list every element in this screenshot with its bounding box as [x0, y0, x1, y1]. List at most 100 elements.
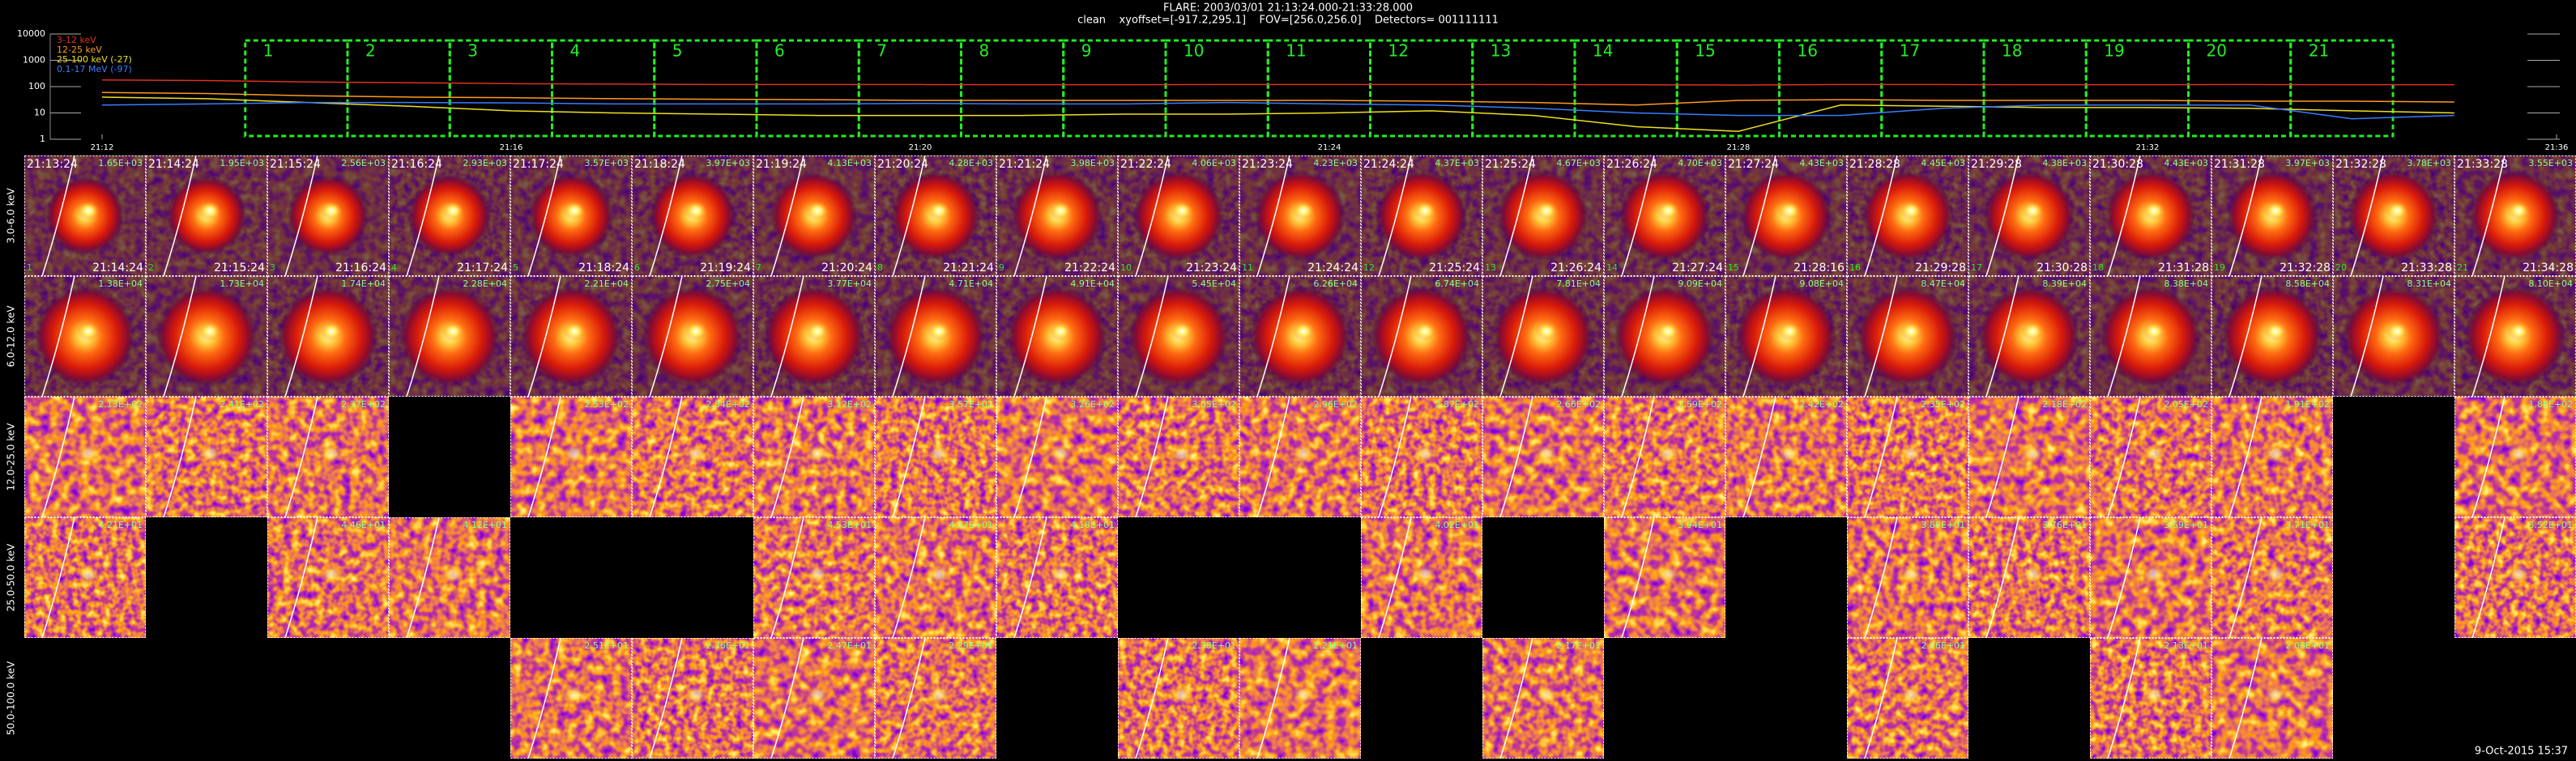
image-cell: 3.76E+01 [1968, 517, 2090, 639]
source-core [2021, 321, 2044, 342]
source-core [1414, 444, 1436, 464]
solar-limb [284, 155, 318, 277]
cell-border [510, 397, 632, 517]
interval-label: 11 [1286, 41, 1306, 61]
column-index: 11 [1242, 262, 1253, 273]
image-cell: 3.71E+01 [2211, 517, 2333, 639]
end-time: 21:20:24 [821, 261, 872, 274]
end-time: 21:14:24 [92, 261, 143, 274]
cell-border [2211, 638, 2333, 759]
cell-border [1361, 397, 1482, 517]
solar-limb [1256, 275, 1290, 398]
solar-limb [2107, 517, 2141, 639]
interval-box [1778, 39, 1883, 138]
image-cell: 8.10E+04 [2454, 275, 2576, 398]
image-cell: 3.05E+02 [1118, 396, 1239, 518]
cell-border [146, 276, 267, 397]
cell-border [510, 638, 632, 759]
cell-border [875, 155, 996, 276]
cell-value: 4.71E+04 [949, 278, 993, 289]
solar-limb [1621, 517, 1655, 639]
column-index: 19 [2214, 262, 2225, 273]
image-cell: 2.29E+01 [875, 637, 996, 759]
image-cell: 2.18E+02 [1968, 396, 2090, 518]
legend-entry: 0.1-17 MeV (-97) [57, 64, 132, 74]
cell-border [2211, 517, 2333, 638]
cell-border [1847, 276, 1968, 397]
cell-border [1968, 517, 2090, 638]
end-time: 21:21:24 [943, 261, 994, 274]
cell-border [2090, 638, 2211, 759]
cell-value: 2.28E+04 [463, 278, 507, 289]
y-tick-label: 1000 [23, 55, 45, 66]
interval-label: 19 [2104, 41, 2124, 61]
end-time: 21:29:28 [1915, 261, 1966, 274]
image-cell: 2.84E+02 [632, 396, 753, 518]
cell-value: 2.18E+02 [2042, 399, 2087, 410]
cell-border [1725, 155, 1847, 276]
cell-value: 4.13E+03 [827, 158, 872, 168]
source-core [806, 201, 829, 221]
x-tick-label: 21:28 [1727, 143, 1751, 152]
source-core [1049, 564, 1072, 585]
cell-border [389, 517, 510, 638]
cell-border [24, 517, 146, 638]
interval-box [2289, 39, 2395, 138]
end-time: 21:27:24 [1672, 261, 1723, 274]
source-core [2386, 321, 2408, 342]
y-tick-label: 10000 [17, 28, 45, 39]
cell-border [1118, 276, 1239, 397]
solar-limb [1864, 396, 1898, 518]
source-core [77, 321, 100, 342]
image-cell: 2.75E+04 [632, 275, 753, 398]
energy-band-label: 6.0-12.0 keV [6, 305, 17, 368]
cell-border [1968, 397, 2090, 517]
solar-limb [406, 275, 440, 398]
solar-limb [1013, 155, 1047, 277]
interval-box [1369, 39, 1474, 138]
cell-value: 4.37E+01 [949, 520, 993, 530]
image-cell: 2.41E+02 [146, 396, 267, 518]
energy-band-label: 3.0-6.0 keV [6, 188, 17, 244]
column-index: 7 [756, 262, 761, 273]
legend-entry: 3-12 keV [57, 35, 96, 45]
cell-border [1604, 276, 1725, 397]
solar-limb [1499, 396, 1533, 518]
cell-border [1604, 517, 1725, 638]
solar-limb [2350, 155, 2384, 277]
source-core [320, 564, 343, 585]
solar-limb [1985, 275, 2019, 398]
solar-limb [1864, 637, 1898, 759]
interval-label: 5 [672, 41, 683, 61]
cell-border [2454, 397, 2576, 517]
end-time: 21:31:28 [2158, 261, 2209, 274]
header-params: clean xyoffset=[-917.2,295.1] FOV=[256.0… [1077, 15, 1499, 27]
cell-border [267, 397, 389, 517]
cell-value: 5.45E+04 [1192, 278, 1236, 289]
interval-label: 10 [1184, 41, 1204, 61]
start-time: 21:14:24 [148, 158, 199, 171]
source-core [928, 201, 950, 221]
image-cell: 4.46E+01 [267, 517, 389, 639]
interval-box [1573, 39, 1678, 138]
solar-limb [1985, 155, 2019, 277]
solar-limb [770, 275, 804, 398]
source-core [1778, 321, 1801, 342]
solar-limb [41, 396, 75, 518]
cell-value: 3.52E+01 [2528, 520, 2573, 530]
cell-border [753, 155, 875, 276]
interval-label: 13 [1491, 41, 1511, 61]
cell-value: 1.95E+03 [220, 158, 264, 168]
image-cell: 2.93E+03 21:16:24 21:17:24 4 [389, 155, 510, 277]
image-cell: 4.06E+03 21:22:24 21:23:24 10 [1118, 155, 1239, 277]
cell-border [996, 155, 1118, 276]
image-cell: 9.09E+04 [1604, 275, 1725, 398]
cell-value: 9.09E+04 [1678, 278, 1722, 289]
cell-value: 2.37E+02 [341, 399, 386, 410]
end-time: 21:17:24 [457, 261, 508, 274]
solar-limb [892, 155, 926, 277]
image-cell: 4.37E+03 21:24:24 21:25:24 12 [1361, 155, 1482, 277]
cell-border [1847, 517, 1968, 638]
start-time: 21:19:24 [756, 158, 807, 171]
solar-limb [2228, 637, 2263, 759]
